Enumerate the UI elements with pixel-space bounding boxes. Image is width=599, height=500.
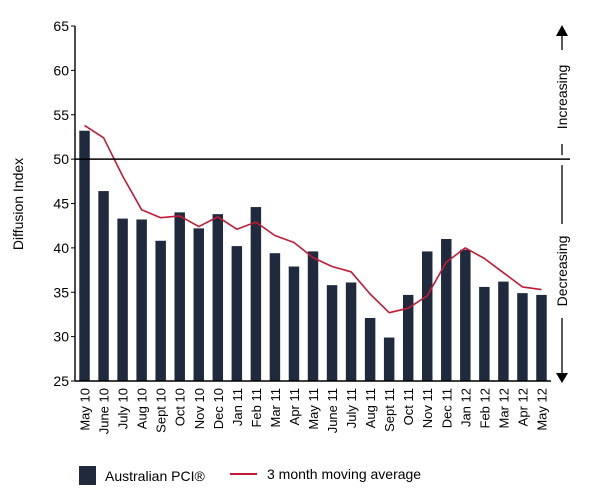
x-tick-label: May 10 [78,388,93,431]
bar [364,317,376,381]
bar [212,214,224,381]
bar [479,286,490,381]
direction-indicator: Increasing Decreasing [554,25,570,383]
bar [498,281,509,381]
bar [536,294,547,381]
y-tick-label: 40 [53,240,69,256]
x-tick-label: Dec 10 [211,388,226,429]
bar [307,251,319,381]
bar [517,293,528,381]
x-tick-label: Apr 11 [287,388,302,425]
y-tick-label: 30 [53,329,69,345]
x-tick-label: Mar 12 [496,388,511,428]
moving-average-line [84,124,542,314]
x-tick-label: Oct 10 [173,388,188,426]
moving-average-series [84,124,542,314]
bar [441,239,452,381]
axes [74,26,570,382]
bar [269,253,281,381]
bar-series [79,130,547,381]
legend-bar-swatch [79,466,96,485]
x-tick-label: Feb 12 [477,388,492,428]
x-tick-label: Aug 10 [135,388,150,429]
y-tick-label: 60 [53,62,69,78]
x-tick-label: Oct 11 [401,388,416,425]
y-tick-label: 65 [53,18,69,34]
x-tick-label: July 11 [344,388,359,428]
bar [422,251,433,381]
y-tick-label: 45 [53,196,69,212]
legend-line-swatch [230,473,257,475]
legend: Australian PCI® 3 month moving average [0,462,599,492]
x-tick-label: Dec 11 [439,388,454,428]
x-tick-label: Nov 10 [192,388,207,429]
y-tick-label: 55 [53,107,69,123]
x-tick-label: Mar 11 [268,388,283,428]
bar [174,212,185,381]
up-arrow-head [556,25,568,36]
legend-item-line: 3 month moving average [230,466,421,482]
x-tick-label: June 10 [97,388,112,434]
increasing-label: Increasing [554,65,570,130]
x-tick-label: Sept 11 [382,388,397,432]
bar [250,207,262,381]
x-tick-label: Jan 12 [458,388,473,427]
x-tick-label: May 11 [306,388,321,430]
bar [402,294,414,381]
legend-item-bars: Australian PCI® [79,466,205,485]
bar [79,130,90,381]
bar [136,219,147,381]
bar [345,282,357,381]
bar [98,191,109,381]
x-tick-label: Aug 11 [363,388,378,428]
y-tick-label: 25 [53,373,69,389]
x-tick-label: May 12 [534,388,549,431]
down-arrow-head [556,373,568,383]
bar [117,218,128,381]
x-tick-label: Sept 10 [154,388,169,433]
bar [460,249,471,381]
x-tick-label: Feb 11 [249,388,264,428]
bar [288,266,300,381]
x-tick-label: Jan 11 [230,388,245,426]
bar [231,246,243,381]
x-tick-label: July 10 [116,388,131,429]
x-axis-ticks: May 10 June 10 July 10 Aug 10 Sept 10 Oct 10 N… [78,388,550,434]
y-tick-label: 50 [53,151,69,167]
legend-bars-label: Australian PCI® [105,467,205,484]
decreasing-label: Decreasing [554,236,570,307]
bar [383,337,395,381]
x-tick-label: June 11 [325,388,340,433]
y-axis-title: Diffusion Index [10,158,26,250]
bar [155,240,166,381]
y-axis-ticks: 25 30 35 40 45 50 55 60 65 [53,18,75,389]
y-tick-label: 35 [53,284,69,300]
x-tick-label: Apr 12 [515,388,530,426]
bar [326,285,338,381]
x-tick-label: Nov 11 [420,388,435,428]
bar [193,228,204,381]
chart: 25 30 35 40 45 50 55 60 65 May 10 June 10 July 10 A… [10,18,570,434]
legend-line-label: 3 month moving average [267,466,422,482]
